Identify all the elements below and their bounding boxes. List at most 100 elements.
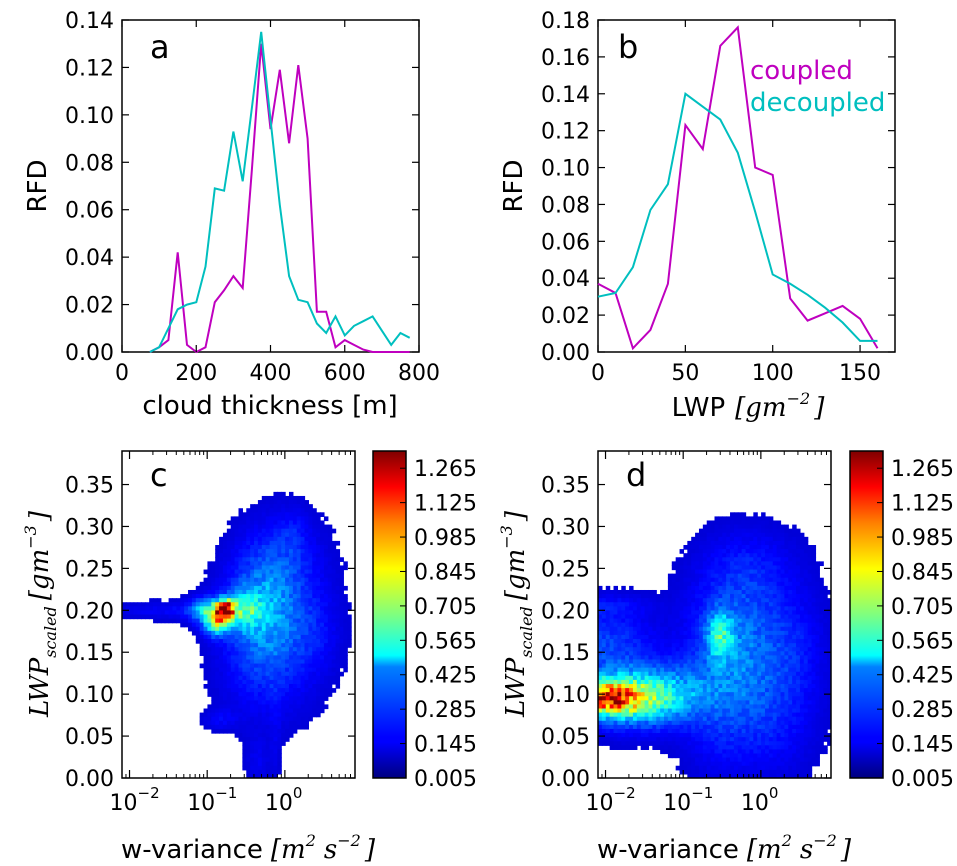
contour-cell xyxy=(601,671,607,677)
contour-cell xyxy=(254,606,259,612)
contour-cell xyxy=(125,610,131,616)
contour-cell xyxy=(749,749,754,755)
contour-cell xyxy=(679,708,685,714)
y-tick-label: 0.08 xyxy=(65,151,114,176)
contour-cell xyxy=(215,696,220,701)
contour-cell xyxy=(656,712,661,718)
contour-cell xyxy=(168,602,174,607)
contour-cell xyxy=(308,634,313,640)
contour-cell xyxy=(605,598,611,603)
contour-cell xyxy=(226,675,232,681)
contour-cell xyxy=(714,765,719,771)
colorbar-tick-label: 0.845 xyxy=(414,560,477,585)
contour-cell xyxy=(238,512,243,517)
contour-cell xyxy=(242,598,247,603)
contour-cell xyxy=(788,557,793,562)
contour-cell xyxy=(784,561,789,567)
contour-cell xyxy=(254,667,259,673)
contour-cell xyxy=(320,528,325,534)
contour-cell xyxy=(757,749,762,755)
contour-cell xyxy=(698,647,704,652)
contour-cell xyxy=(753,557,758,562)
contour-cell xyxy=(312,540,317,546)
contour-cell xyxy=(257,708,263,714)
contour-cell xyxy=(285,683,290,689)
contour-cell xyxy=(768,557,774,562)
y-tick-label: 0.06 xyxy=(65,199,114,224)
contour-cell xyxy=(788,724,793,730)
contour-cell xyxy=(741,708,747,714)
contour-cell xyxy=(226,634,232,640)
contour-cell xyxy=(664,606,669,612)
contour-cell xyxy=(199,663,205,669)
contour-cell xyxy=(617,692,622,697)
contour-cell xyxy=(215,688,220,693)
contour-cell xyxy=(648,602,653,607)
contour-cell xyxy=(265,581,271,587)
contour-cell xyxy=(644,663,650,669)
contour-cell xyxy=(749,647,754,652)
contour-cell xyxy=(745,688,751,693)
contour-cell xyxy=(675,639,681,644)
contour-cell xyxy=(749,696,754,701)
contour-cell xyxy=(207,716,212,722)
contour-cell xyxy=(195,606,201,612)
contour-cell xyxy=(300,598,306,603)
contour-cell xyxy=(788,569,793,575)
contour-cell xyxy=(733,737,739,742)
contour-cell xyxy=(242,683,247,689)
contour-cell xyxy=(656,688,661,693)
contour-cell xyxy=(288,667,294,673)
contour-cell xyxy=(730,618,735,624)
contour-cell xyxy=(273,675,278,681)
contour-cell xyxy=(776,688,782,693)
contour-cell xyxy=(753,532,758,538)
contour-cell xyxy=(281,708,286,714)
contour-cell xyxy=(191,589,197,595)
contour-cell xyxy=(706,622,712,628)
contour-cell xyxy=(254,577,259,583)
contour-cell xyxy=(617,589,622,595)
contour-cell xyxy=(207,585,212,591)
contour-cell xyxy=(292,594,298,599)
contour-cell xyxy=(776,683,782,689)
contour-cell xyxy=(300,712,306,718)
contour-cell xyxy=(312,589,317,595)
contour-cell xyxy=(687,565,692,571)
contour-cell xyxy=(706,573,712,579)
contour-cell xyxy=(230,545,236,550)
contour-cell xyxy=(254,692,259,697)
contour-cell xyxy=(772,626,778,632)
contour-cell xyxy=(316,581,321,587)
contour-cell xyxy=(222,606,228,612)
contour-cell xyxy=(172,602,177,607)
contour-cell xyxy=(664,602,669,607)
contour-cell xyxy=(772,741,778,746)
contour-cell xyxy=(226,724,232,730)
contour-cell xyxy=(733,745,739,750)
contour-cell xyxy=(343,667,348,673)
contour-cell xyxy=(733,757,739,763)
y-tick-label: 0.04 xyxy=(65,246,114,271)
contour-cell xyxy=(246,589,251,595)
contour-cell xyxy=(733,602,739,607)
contour-cell xyxy=(687,773,692,778)
contour-cell xyxy=(733,634,739,640)
contour-cell xyxy=(698,639,704,644)
contour-cell xyxy=(281,524,286,530)
contour-cell xyxy=(664,655,669,661)
contour-cell xyxy=(242,639,247,644)
contour-cell xyxy=(698,704,704,710)
contour-cell xyxy=(285,536,290,542)
contour-cell xyxy=(153,614,158,620)
contour-cell xyxy=(698,753,704,759)
contour-cell xyxy=(702,532,708,538)
contour-cell xyxy=(784,618,789,624)
contour-cell xyxy=(335,557,341,562)
contour-cell xyxy=(347,639,352,644)
contour-cell xyxy=(784,549,789,554)
contour-cell xyxy=(761,549,766,554)
contour-cell xyxy=(675,749,681,755)
contour-cell xyxy=(261,765,267,771)
panel-label-a: a xyxy=(150,28,170,66)
